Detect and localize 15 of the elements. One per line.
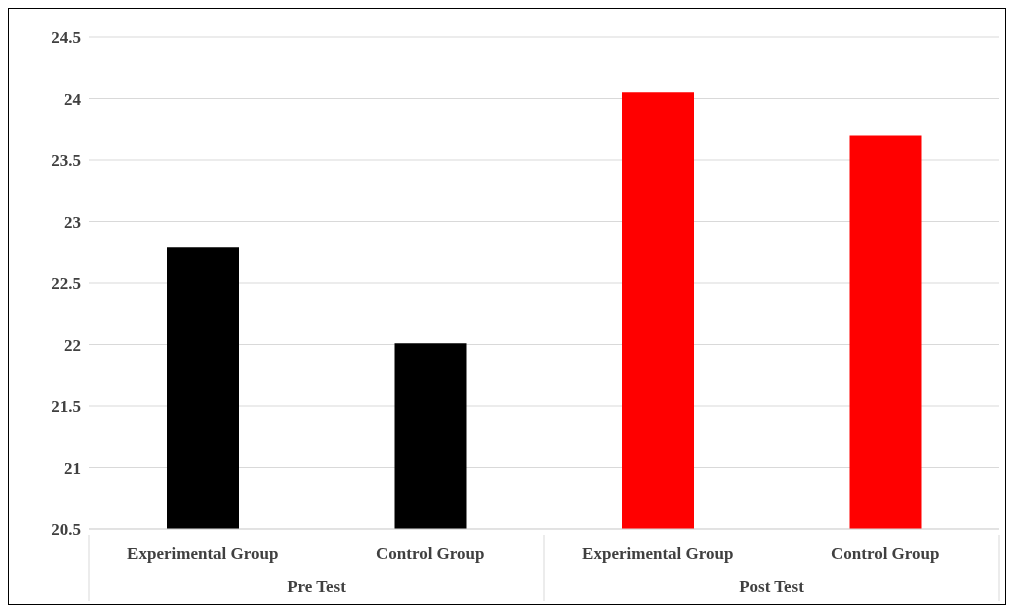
y-tick-label: 24 bbox=[64, 89, 82, 109]
text: Post Test bbox=[738, 577, 805, 597]
x-tick-label: Control Group bbox=[376, 544, 485, 563]
y-tick-label: 20.5 bbox=[51, 520, 81, 540]
y-tick-label: 21.5 bbox=[51, 397, 81, 417]
y-tick-label: 24.5 bbox=[51, 28, 81, 48]
text: Pre Test bbox=[286, 577, 347, 597]
x-tick-label: Experimental Group bbox=[582, 544, 734, 563]
y-tick-label: 22 bbox=[64, 335, 81, 355]
y-tick-label: 23 bbox=[64, 212, 81, 232]
y-tick-label: 22.5 bbox=[51, 274, 81, 294]
y-tick-label: 23.5 bbox=[51, 151, 81, 171]
x-tick-label: Experimental Group bbox=[127, 544, 279, 563]
x-tick-label: Control Group bbox=[831, 544, 940, 563]
y-tick-label: 21 bbox=[64, 458, 81, 478]
